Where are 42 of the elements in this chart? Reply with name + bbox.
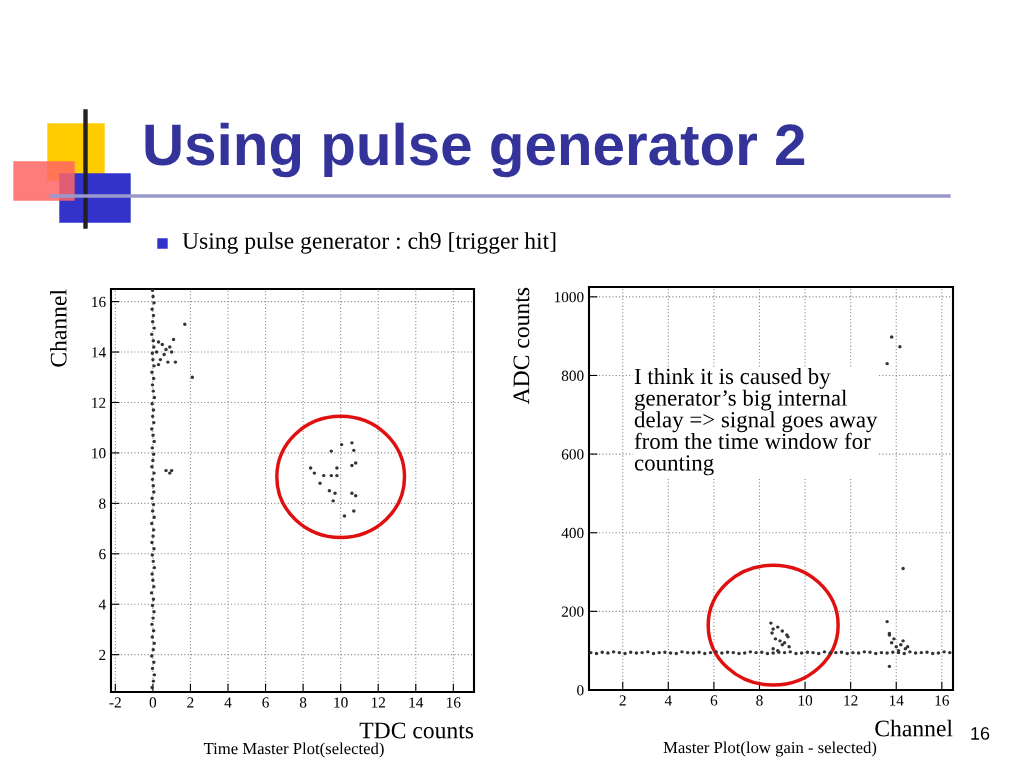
annotation: I think it is caused by generator’s big internal delay => signal goes away from the time window for counting [634, 368, 878, 476]
x-tick-label: 12 [371, 697, 386, 708]
x-tick-label: -2 [109, 697, 121, 708]
y-tick-label: 4 [98, 599, 106, 610]
y-tick-label: 2 [99, 649, 106, 660]
x-tick-label: 14 [409, 697, 424, 708]
text: 16 [971, 727, 990, 740]
y-tick-label: 400 [561, 527, 584, 539]
y-axis-title: Channel [50, 289, 67, 367]
x-tick-label: 8 [299, 697, 307, 708]
x-tick-label: 4 [224, 697, 232, 708]
y-tick-label: 0 [577, 685, 584, 696]
y-tick-label: 14 [92, 347, 106, 358]
y-tick-label: 1000 [554, 291, 584, 303]
chart-subtitle: Using pulse generator : ch9 [trigger hit] [182, 232, 556, 254]
y-tick-label: 10 [92, 448, 106, 459]
x-tick-label: 12 [844, 695, 858, 706]
chart-title: Using pulse generator 2 [145, 122, 805, 178]
y-tick-label: 8 [99, 498, 106, 509]
text: Master Plot(low gain - selected) [663, 741, 877, 757]
x-tick-label: 2 [619, 695, 626, 706]
x-tick-label: 0 [149, 697, 157, 708]
y-tick-label: 800 [561, 370, 584, 381]
y-tick-label: 16 [92, 296, 106, 308]
x-tick-label: 2 [187, 697, 194, 708]
x-tick-label: 16 [447, 697, 461, 708]
x-tick-label: 14 [889, 695, 904, 706]
text: Time Master Plot(selected) [203, 742, 384, 758]
x-tick-label: 8 [756, 695, 763, 706]
x-axis-title: TDC counts [359, 722, 474, 739]
y-tick-label: 12 [92, 397, 106, 408]
x-tick-label: 16 [935, 695, 950, 706]
y-tick-label: 600 [561, 449, 584, 460]
y-tick-label: 6 [99, 548, 106, 560]
x-tick-label: 10 [334, 697, 348, 708]
x-tick-label: 4 [664, 695, 672, 706]
y-tick-label: 200 [561, 606, 584, 617]
x-tick-label: 6 [710, 695, 718, 706]
y-axis-title: ADC counts [513, 287, 530, 405]
x-tick-label: 6 [262, 697, 269, 708]
x-tick-label: 10 [798, 695, 813, 706]
x-axis-title: Channel [875, 719, 953, 737]
